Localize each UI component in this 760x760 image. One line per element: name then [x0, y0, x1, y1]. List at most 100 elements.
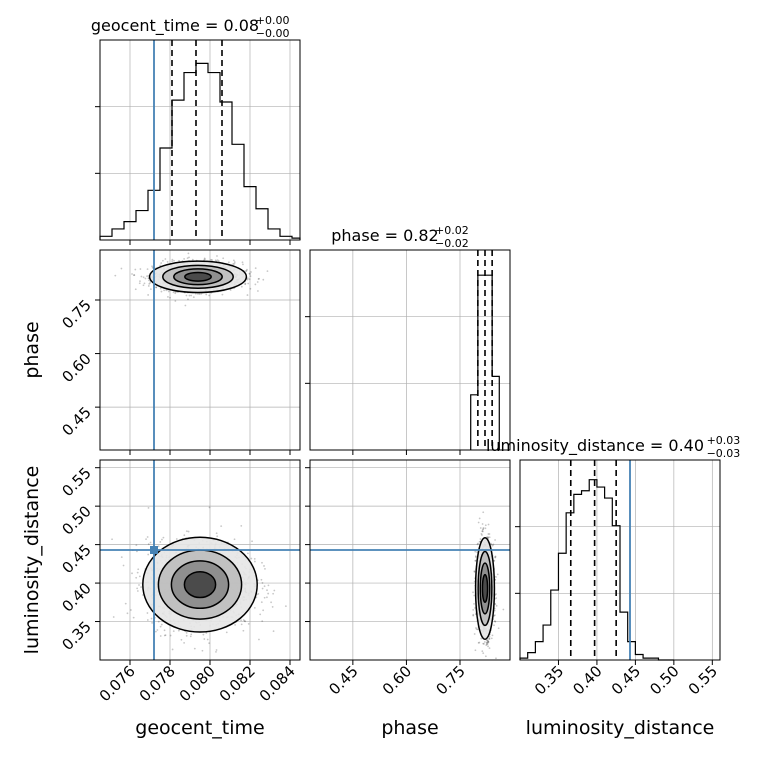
sample-point [487, 536, 489, 539]
sample-point [221, 293, 224, 296]
sample-point [233, 262, 236, 265]
sample-point [215, 649, 218, 651]
sample-point [171, 258, 174, 261]
sample-point [216, 535, 219, 538]
sample-point [253, 560, 256, 563]
sample-point [178, 259, 180, 262]
sample-point [122, 564, 125, 567]
sample-point [477, 521, 480, 524]
sample-point [478, 641, 481, 644]
density-contour [479, 562, 491, 615]
sample-point [481, 534, 483, 536]
sample-point [480, 532, 483, 535]
x-tick-label: 0.45 [608, 662, 644, 698]
sample-point [183, 534, 186, 537]
histogram-geocent-time [99, 62, 301, 240]
scatter-frame-geocent-lumdist [99, 459, 301, 661]
sample-point [183, 258, 186, 260]
sample-point [138, 575, 141, 578]
sample-point [161, 538, 163, 541]
sample-point [185, 530, 188, 533]
density-contour [477, 550, 493, 627]
sample-point [473, 594, 476, 597]
sample-point [146, 268, 149, 271]
sample-point [150, 617, 153, 620]
sample-point [472, 608, 475, 611]
sample-point [208, 642, 211, 645]
sample-point [140, 586, 143, 588]
sample-point [260, 601, 263, 604]
sample-point [130, 609, 132, 611]
x-tick-label: 0.084 [256, 662, 299, 705]
sample-point [483, 643, 485, 645]
sample-point [497, 627, 500, 630]
sample-point [155, 286, 157, 289]
sample-point [185, 631, 188, 634]
sample-point [246, 277, 249, 280]
sample-point [180, 638, 183, 641]
sample-point [167, 290, 170, 293]
density-fill [184, 272, 212, 282]
sample-point [185, 294, 188, 297]
sample-point [490, 543, 493, 546]
sample-point [200, 292, 203, 295]
scatter-geocent-phase [114, 252, 269, 307]
sample-point [494, 555, 497, 558]
sample-point [136, 571, 139, 574]
sample-point [208, 294, 211, 297]
sample-point [248, 272, 251, 275]
sample-point [491, 634, 494, 637]
sample-point [244, 283, 247, 286]
sample-point [159, 635, 162, 637]
sample-point [184, 304, 187, 307]
sample-point [183, 641, 186, 644]
sample-point [245, 269, 248, 272]
sample-point [160, 290, 163, 293]
sample-point [482, 511, 485, 514]
sample-point [494, 620, 497, 623]
sample-point [488, 533, 491, 535]
sample-point [210, 258, 212, 261]
hist-frame-luminosity-distance [519, 459, 721, 661]
sample-point [272, 630, 275, 633]
sample-point [120, 556, 123, 559]
sample-point [262, 278, 265, 281]
sample-point [482, 642, 485, 645]
sample-point [284, 605, 287, 608]
sample-point [198, 293, 201, 295]
sample-point [171, 648, 174, 651]
sample-point [142, 284, 145, 287]
sample-point [169, 634, 172, 637]
x-tick-label: 0.080 [176, 662, 219, 705]
sample-point [162, 259, 164, 262]
sample-point [487, 640, 490, 643]
sample-point [483, 641, 486, 643]
sample-point [156, 629, 159, 631]
y-tick-label: 0.35 [58, 618, 94, 654]
panel-title-phase: phase = 0.82 [331, 226, 438, 245]
sample-point [143, 282, 146, 285]
sample-point [149, 541, 152, 544]
histogram-luminosity-distance [519, 479, 674, 661]
sample-point [474, 555, 477, 558]
sample-point [126, 612, 129, 615]
y-tick-label: 0.60 [58, 350, 94, 386]
density-contour [184, 271, 212, 282]
sample-point [257, 278, 260, 280]
sample-point [165, 289, 168, 292]
sample-point [185, 634, 188, 637]
sample-point [227, 261, 230, 264]
x-tick-label: 0.078 [136, 662, 179, 705]
sample-point [134, 288, 137, 291]
sample-point [481, 528, 484, 531]
x-tick-label: 0.082 [216, 662, 259, 705]
sample-point [266, 596, 268, 599]
sample-point [249, 273, 251, 275]
sample-point [242, 619, 245, 621]
sample-point [479, 538, 482, 540]
density-contour [474, 536, 496, 640]
density-contour [183, 570, 217, 599]
sample-point [254, 267, 257, 270]
sample-point [487, 640, 490, 643]
